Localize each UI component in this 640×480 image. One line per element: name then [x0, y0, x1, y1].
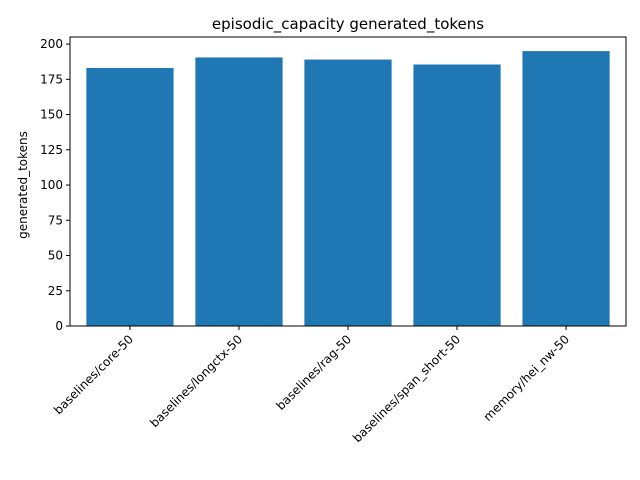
y-tick-label-6: 150 [40, 108, 63, 122]
x-tick-label-1: baselines/longctx-50 [147, 332, 245, 430]
axes-border [69, 36, 627, 327]
y-tick-label-4: 100 [40, 178, 63, 192]
bars-layer [86, 51, 610, 327]
x-tick-label-4: memory/hei_nw-50 [481, 332, 573, 424]
y-tick-label-3: 75 [48, 213, 63, 227]
bar-0 [86, 68, 174, 326]
x-tick-label-0: baselines/core-50 [51, 332, 136, 417]
y-tick-label-7: 175 [40, 72, 63, 86]
x-tick-label-2: baselines/rag-50 [273, 332, 354, 413]
y-tick-label-2: 50 [48, 249, 63, 263]
bar-1 [195, 57, 283, 326]
y-tick-label-0: 0 [55, 319, 63, 333]
y-tick-label-5: 125 [40, 143, 63, 157]
chart-title: episodic_capacity generated_tokens [212, 15, 484, 34]
bar-2 [304, 59, 392, 327]
x-tick-label-3: baselines/span_short-50 [350, 332, 463, 445]
x-axis-ticks: baselines/core-50 baselines/longctx-50 bas… [51, 326, 572, 445]
plot-frame [69, 36, 627, 327]
y-tick-label-8: 200 [40, 37, 63, 51]
y-axis-ticks: 0 25 50 75 100 125 150 175 200 [40, 37, 70, 333]
y-axis-label: generated_tokens [16, 131, 30, 239]
bar-4 [522, 51, 610, 326]
bar-3 [413, 64, 501, 327]
y-tick-label-1: 25 [48, 284, 63, 298]
